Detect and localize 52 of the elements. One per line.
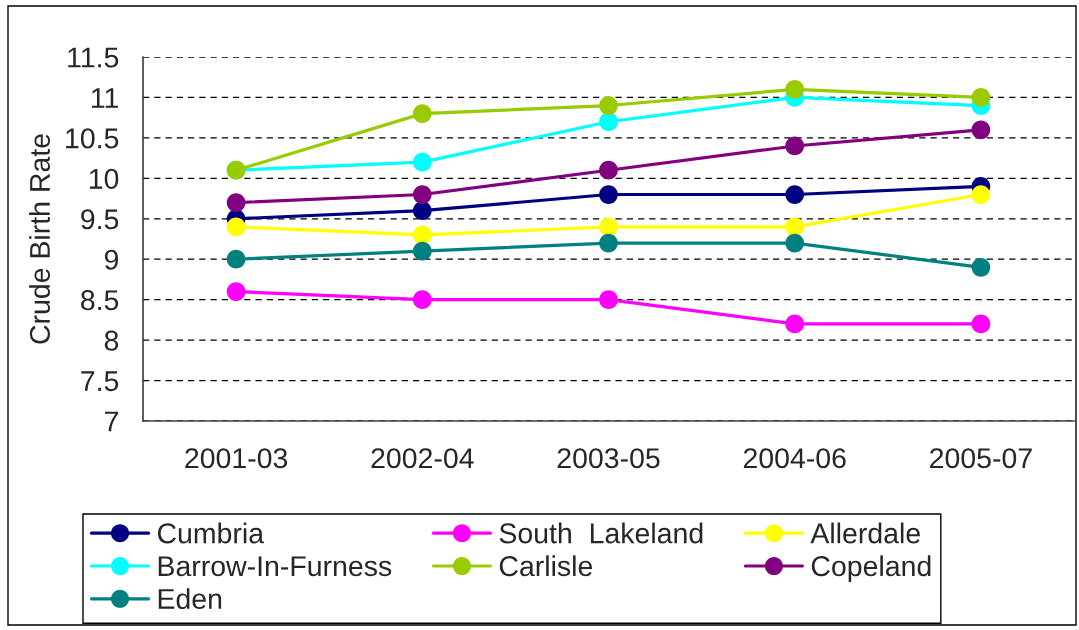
point	[412, 104, 432, 123]
point	[971, 314, 991, 334]
y-axis-title: Crude Birth Rate	[29, 134, 51, 344]
point	[412, 185, 432, 204]
point	[226, 282, 246, 301]
legend-label: Eden	[158, 588, 222, 610]
point	[599, 112, 618, 132]
y-tick-label: 9	[104, 249, 119, 270]
point	[412, 241, 432, 261]
legend-label: Copeland	[811, 555, 931, 582]
point	[412, 201, 432, 221]
y-tick-label: 8	[104, 330, 119, 351]
point	[226, 217, 246, 237]
legend-label: Cumbria	[157, 522, 265, 544]
point	[971, 257, 991, 277]
point	[599, 185, 618, 204]
x-tick-label: 2005-07	[930, 448, 1032, 469]
point	[599, 160, 618, 180]
point	[412, 290, 432, 310]
y-tick-label: 7	[105, 411, 118, 432]
point	[226, 249, 246, 269]
y-tick-label: 11.5	[68, 47, 119, 68]
legend-label: Allerdale	[810, 522, 920, 544]
point	[412, 152, 432, 172]
legend-label: Carlisle	[499, 555, 593, 577]
x-tick-label: 2001-03	[185, 448, 288, 469]
point	[785, 217, 805, 237]
point	[971, 88, 991, 107]
legend-label: Barrow-In-Furness	[158, 556, 392, 577]
y-tick-label: 10	[89, 168, 119, 189]
y-tick-label: 8.5	[81, 290, 119, 311]
point	[785, 79, 805, 99]
point	[785, 136, 805, 156]
point	[785, 233, 805, 253]
x-tick-label: 2004-06	[743, 448, 846, 469]
point	[971, 120, 991, 140]
point	[226, 193, 246, 212]
y-tick-label: 7.5	[81, 371, 119, 392]
x-tick-label: 2002-04	[371, 448, 474, 469]
point	[599, 217, 618, 237]
y-tick-label: 10.5	[66, 128, 119, 149]
point	[412, 225, 432, 245]
point	[785, 314, 805, 334]
y-tick-label: 11	[91, 88, 118, 108]
y-tick-label: 9.5	[81, 209, 119, 230]
point	[599, 290, 618, 310]
point	[599, 233, 618, 253]
point	[599, 96, 618, 115]
legend-label: South Lakeland	[499, 522, 703, 544]
point	[785, 185, 805, 204]
x-tick-label: 2003-05	[557, 448, 660, 469]
point	[971, 185, 991, 204]
